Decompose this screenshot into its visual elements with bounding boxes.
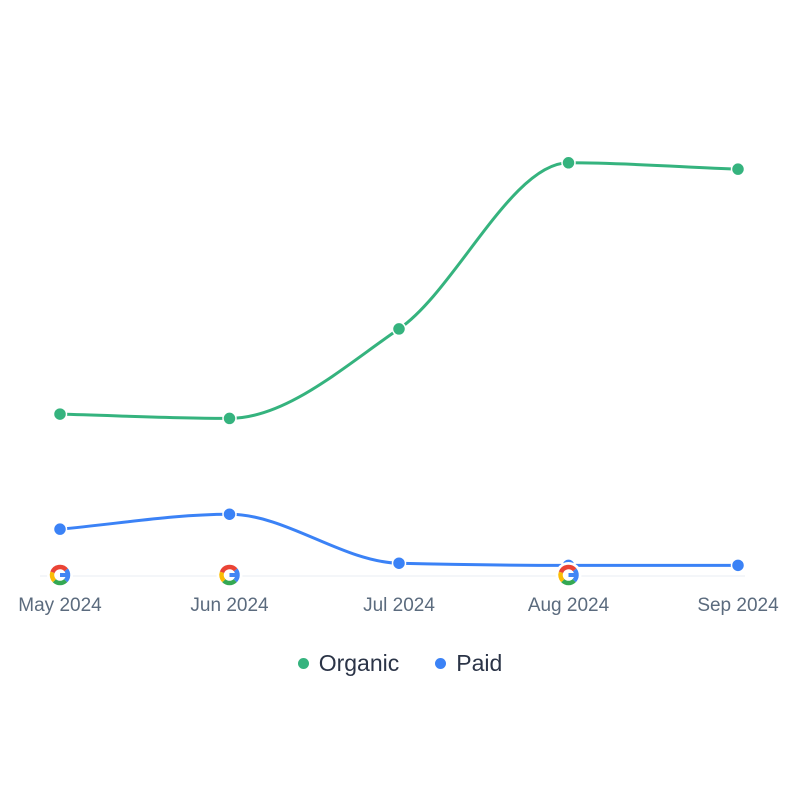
series-layer	[58, 161, 740, 567]
google-icon[interactable]	[47, 562, 73, 588]
marker-layer	[52, 155, 746, 573]
data-point-organic-sep-2024[interactable]	[730, 161, 746, 177]
annotation-layer	[47, 562, 582, 588]
x-tick-label-jun-2024: Jun 2024	[190, 595, 269, 616]
google-icon[interactable]	[216, 562, 243, 588]
data-point-paid-may-2024[interactable]	[52, 521, 68, 537]
data-point-paid-sep-2024[interactable]	[730, 558, 746, 573]
legend: Organic Paid	[0, 650, 800, 677]
legend-item-paid[interactable]: Paid	[435, 650, 502, 677]
x-tick-label-jul-2024: Jul 2024	[363, 595, 435, 616]
data-point-paid-jun-2024[interactable]	[222, 506, 237, 522]
series-line-organic	[58, 161, 740, 420]
data-point-organic-aug-2024[interactable]	[561, 155, 576, 171]
data-point-organic-may-2024[interactable]	[52, 406, 68, 422]
google-icon[interactable]	[555, 562, 582, 588]
data-point-paid-jul-2024[interactable]	[391, 555, 407, 571]
legend-marker-organic	[297, 658, 309, 669]
data-point-organic-jun-2024[interactable]	[222, 411, 237, 426]
legend-item-organic[interactable]: Organic	[297, 650, 400, 677]
x-tick-label-may-2024: May 2024	[18, 595, 102, 616]
legend-label-paid: Paid	[456, 650, 503, 676]
x-axis-ticks: May 2024 Jun 2024 Jul 2024 Aug 2024 Sep 2024	[18, 595, 779, 616]
legend-marker-paid	[435, 658, 447, 669]
x-tick-label-sep-2024: Sep 2024	[697, 595, 779, 616]
legend-label-organic: Organic	[318, 650, 400, 676]
data-point-organic-jul-2024[interactable]	[391, 321, 407, 337]
x-tick-label-aug-2024: Aug 2024	[528, 595, 610, 616]
